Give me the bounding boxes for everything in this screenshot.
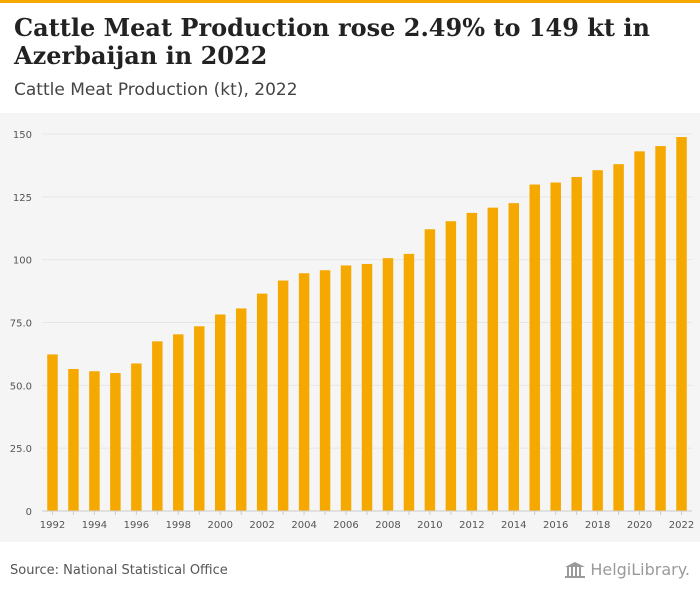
bar-1992 — [47, 354, 58, 511]
bar-1998 — [173, 334, 184, 511]
accent-line — [0, 0, 700, 3]
x-tick-label: 2014 — [501, 520, 526, 531]
x-tick-label: 2018 — [585, 520, 610, 531]
x-tick-label: 2022 — [669, 520, 694, 531]
x-tick-label: 2010 — [417, 520, 442, 531]
library-building-icon — [565, 561, 586, 578]
bar-2000 — [214, 314, 226, 511]
y-tick-label: 75.0 — [10, 319, 32, 330]
source-note: Source: National Statistical Office — [10, 563, 228, 578]
bar-2009 — [403, 253, 415, 512]
chart-title: Cattle Meat Production rose 2.49% to 149… — [14, 13, 650, 70]
bar-2010 — [424, 229, 436, 511]
bar-2012 — [466, 212, 478, 511]
x-tick-label: 2016 — [543, 520, 568, 531]
bar-2008 — [382, 258, 394, 511]
y-tick-label: 150 — [13, 130, 32, 141]
bar-2006 — [340, 265, 352, 511]
bar-2020 — [634, 151, 645, 512]
x-tick-label: 1998 — [166, 520, 191, 531]
x-tick-label: 2004 — [291, 520, 316, 531]
bar-2015 — [529, 184, 540, 511]
x-tick-label: 2012 — [459, 520, 484, 531]
y-tick-label: 50.0 — [10, 381, 32, 392]
bar-2003 — [277, 280, 289, 511]
bar-2013 — [487, 207, 499, 511]
x-tick-label: 2006 — [333, 520, 358, 531]
bar-2017 — [571, 176, 582, 511]
bar-2021 — [655, 146, 666, 511]
bar-2016 — [550, 182, 561, 511]
bar-1999 — [194, 326, 205, 511]
x-tick-label: 1992 — [40, 520, 65, 531]
logo-text: HelgiLibrary. — [590, 560, 690, 579]
bar-2007 — [361, 263, 373, 511]
bar-1993 — [68, 368, 79, 511]
bar-2002 — [256, 293, 268, 511]
bar-2005 — [319, 270, 331, 511]
y-tick-label: 0 — [26, 507, 32, 518]
x-tick-label: 2002 — [249, 520, 274, 531]
bar-2022 — [676, 137, 687, 512]
x-tick-label: 2020 — [627, 520, 652, 531]
bar-1994 — [89, 371, 100, 511]
bar-chart: 0 25.0 50.0 75.0 100 125 150 1992 1994 1996 1998 20… — [10, 130, 695, 531]
bar-2011 — [445, 221, 457, 511]
bar-2019 — [613, 164, 624, 511]
y-tick-label: 100 — [13, 256, 32, 267]
bar-2014 — [508, 203, 520, 511]
bar-1997 — [152, 341, 163, 511]
x-tick-label: 2000 — [207, 520, 232, 531]
x-tick-label: 1994 — [82, 520, 107, 531]
bar-1996 — [131, 363, 142, 511]
bar-2001 — [235, 308, 247, 511]
chart-subtitle: Cattle Meat Production (kt), 2022 — [14, 80, 298, 100]
y-tick-label: 25.0 — [10, 444, 32, 455]
helgi-library-logo: HelgiLibrary. — [564, 560, 690, 579]
bar-1995 — [110, 373, 121, 511]
x-tick-label: 2008 — [375, 520, 400, 531]
plot-panel: 0 25.0 50.0 75.0 100 125 150 1992 1994 1996 1998 20… — [0, 113, 700, 542]
bar-2004 — [298, 273, 310, 511]
x-tick-label: 1996 — [124, 520, 149, 531]
bar-2018 — [592, 170, 603, 511]
y-tick-label: 125 — [13, 193, 32, 204]
